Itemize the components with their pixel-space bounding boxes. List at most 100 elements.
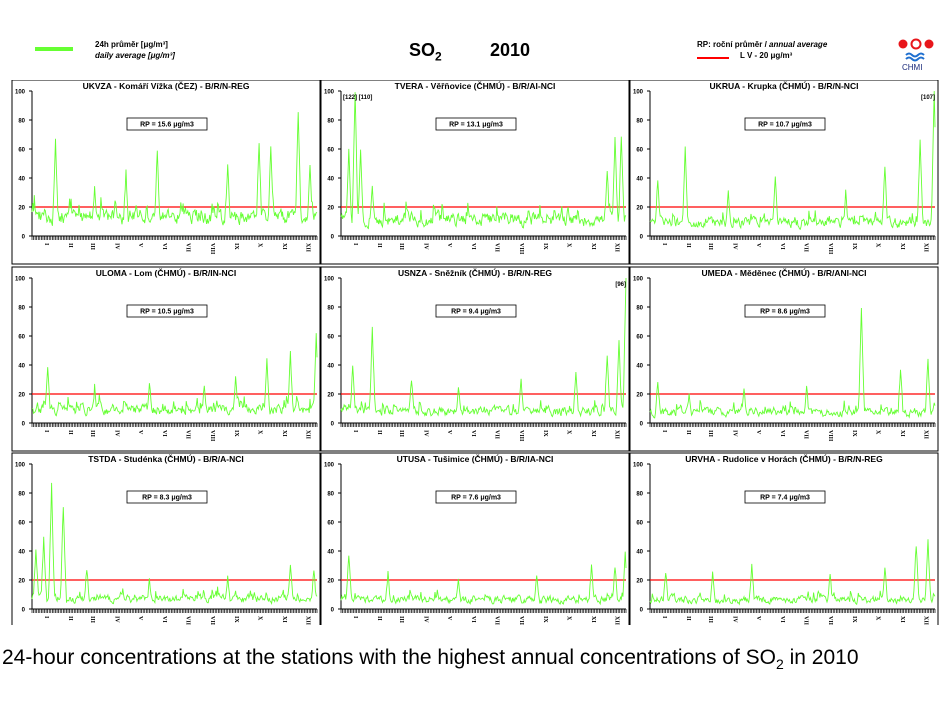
y-tick-label: 0 — [640, 235, 644, 241]
chart-title: ULOMA - Lom (ČHMÚ) - B/R/IN-NCI — [96, 267, 236, 278]
y-tick-label: 100 — [15, 277, 26, 283]
month-label: XII — [304, 616, 310, 625]
month-label: IV — [731, 430, 737, 437]
chart-frame — [320, 80, 630, 265]
chart-panel: TSTDA - Studénka (ČHMÚ) - B/R/A-NCI 0 20 40… — [11, 452, 321, 625]
chart-title: UTUSA - Tušimice (ČHMÚ) - B/R/IA-NCI — [397, 453, 554, 464]
legend-lv-line — [697, 57, 729, 59]
chart-frame — [629, 80, 939, 265]
chart-panel: UMEDA - Měděnec (ČHMÚ) - B/R/ANI-NCI 0 20 4… — [629, 266, 939, 452]
month-label: X — [875, 243, 881, 248]
month-label: X — [566, 243, 572, 248]
month-label: I — [661, 430, 667, 433]
rp-label: RP = 15.6 μg/m3 — [140, 122, 194, 129]
y-tick-label: 40 — [636, 364, 643, 370]
month-label: III — [398, 430, 404, 438]
y-tick-label: 80 — [18, 492, 25, 498]
chart-panel: UKRUA - Krupka (ČHMÚ) - B/R/N-NCI 0 20 40 60… — [629, 80, 939, 265]
y-tick-label: 0 — [22, 422, 26, 428]
rp-label: RP = 9.4 μg/m3 — [451, 309, 501, 316]
month-label: II — [67, 430, 73, 435]
y-tick-label: 60 — [18, 148, 25, 154]
day-ticks — [31, 609, 318, 613]
y-tick-label: 40 — [18, 550, 25, 556]
day-ticks — [340, 236, 627, 240]
rp-box — [126, 117, 208, 131]
month-label: II — [685, 430, 691, 435]
chart-frame — [11, 452, 321, 625]
month-label: VII — [494, 430, 500, 440]
month-label: XII — [613, 243, 619, 253]
rp-box — [744, 490, 826, 504]
rp-box — [744, 304, 826, 318]
month-label: X — [875, 430, 881, 435]
y-tick-label: 20 — [327, 579, 334, 585]
month-label: IV — [113, 616, 119, 623]
y-tick-label: 40 — [327, 550, 334, 556]
month-label: X — [566, 616, 572, 621]
rp-label: RP = 13.1 μg/m3 — [449, 122, 503, 129]
chart-frame — [11, 80, 321, 265]
y-tick-label: 40 — [327, 177, 334, 183]
chart-frame — [629, 266, 939, 452]
month-label: XII — [304, 430, 310, 440]
chart-panel: UKVZA - Komáří Vížka (ČEZ) - B/R/N-REG 0 2… — [11, 80, 321, 265]
chart-panel: ULOMA - Lom (ČHMÚ) - B/R/IN-NCI 0 20 40 60 80… — [11, 266, 321, 452]
day-ticks — [340, 609, 627, 613]
caption-text: 24-hour concentrations at the stations w… — [2, 646, 776, 669]
y-tick-label: 80 — [636, 306, 643, 312]
month-label: V — [755, 243, 761, 248]
month-label: IX — [542, 430, 548, 437]
y-tick-label: 100 — [15, 463, 26, 469]
month-label: XI — [590, 616, 596, 623]
legend-daily-line — [35, 47, 73, 51]
chart-title: TSTDA - Studénka (ČHMÚ) - B/R/A-NCI — [88, 453, 244, 464]
day-ticks — [31, 236, 318, 240]
logo-text: CHMI — [902, 63, 923, 72]
month-label: VI — [470, 243, 476, 250]
chart-panel: UTUSA - Tušimice (ČHMÚ) - B/R/IA-NCI 0 20 4… — [320, 452, 630, 625]
y-tick-label: 40 — [18, 177, 25, 183]
chart-title: UKVZA - Komáří Vížka (ČEZ) - B/R/N-REG — [83, 80, 250, 91]
rp-box — [126, 490, 208, 504]
rp-label-cz: RP: roční průměr / — [697, 40, 770, 49]
y-tick-label: 0 — [331, 422, 335, 428]
month-label: III — [398, 243, 404, 251]
y-tick-label: 20 — [327, 393, 334, 399]
month-label: I — [43, 243, 49, 246]
y-tick-label: 100 — [324, 90, 335, 96]
page-title: SO2 — [409, 40, 442, 64]
caption-sub: 2 — [775, 656, 784, 673]
chart-title: UKRUA - Krupka (ČHMÚ) - B/R/N-NCI — [710, 80, 859, 91]
series-line — [340, 277, 627, 418]
month-label: VII — [803, 616, 809, 625]
month-label: IV — [113, 243, 119, 250]
rp-label: RP = 10.5 μg/m3 — [140, 309, 194, 316]
month-label: X — [875, 616, 881, 621]
series-line — [649, 90, 936, 231]
overflow-label: [107] — [921, 95, 935, 101]
caption-text-end: in 2010 — [783, 646, 859, 669]
month-label: XII — [304, 243, 310, 253]
month-label: V — [137, 616, 143, 621]
month-label: IX — [542, 243, 548, 250]
month-label: III — [398, 616, 404, 624]
month-label: IX — [233, 616, 239, 623]
chart-frame — [320, 452, 630, 625]
y-tick-label: 20 — [18, 393, 25, 399]
month-label: II — [685, 243, 691, 248]
month-label: VIII — [827, 430, 833, 442]
month-label: VII — [803, 243, 809, 253]
y-tick-label: 20 — [327, 206, 334, 212]
y-tick-label: 0 — [640, 422, 644, 428]
charts-grid: UKVZA - Komáří Vížka (ČEZ) - B/R/N-REG 0 2… — [11, 80, 939, 625]
chart-title: TVERA - Věřňovice (ČHMÚ) - B/R/AI-NCI — [395, 80, 556, 91]
y-tick-label: 60 — [327, 335, 334, 341]
y-tick-label: 100 — [633, 277, 644, 283]
month-label: VI — [470, 430, 476, 437]
y-tick-label: 40 — [636, 550, 643, 556]
y-tick-label: 100 — [324, 277, 335, 283]
month-label: II — [376, 616, 382, 621]
y-tick-label: 100 — [633, 90, 644, 96]
month-label: X — [257, 430, 263, 435]
